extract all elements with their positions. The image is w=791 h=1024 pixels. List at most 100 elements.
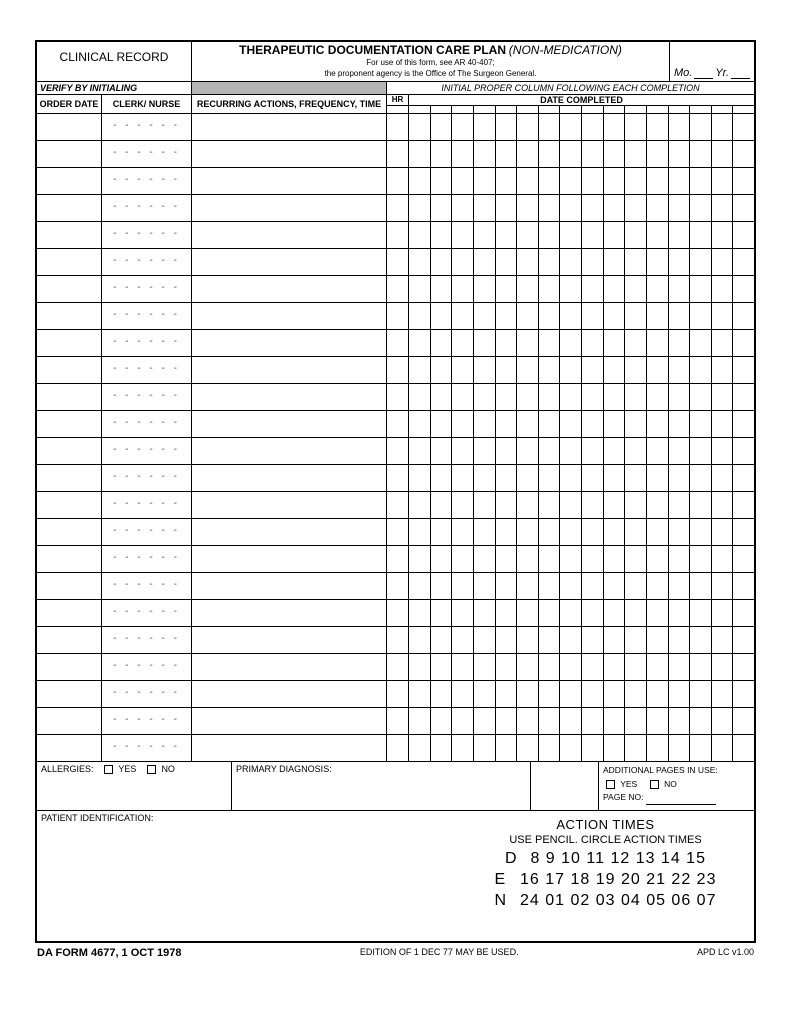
grid-cell[interactable] xyxy=(712,411,734,437)
cell-clerk-nurse[interactable]: - - - - - - xyxy=(102,330,192,356)
grid-cell[interactable] xyxy=(733,303,754,329)
cell-recurring[interactable] xyxy=(192,735,387,761)
grid-cell[interactable] xyxy=(452,357,474,383)
grid-cell[interactable] xyxy=(582,627,604,653)
cell-order-date[interactable] xyxy=(37,438,102,464)
grid-cell[interactable] xyxy=(409,276,431,302)
grid-cell[interactable] xyxy=(517,654,539,680)
grid-cell[interactable] xyxy=(647,465,669,491)
cell-order-date[interactable] xyxy=(37,573,102,599)
grid-cell[interactable] xyxy=(669,546,691,572)
cell-order-date[interactable] xyxy=(37,384,102,410)
grid-cell[interactable] xyxy=(539,249,561,275)
grid-cell[interactable] xyxy=(625,492,647,518)
grid-cell[interactable] xyxy=(690,438,712,464)
grid-cell[interactable] xyxy=(431,330,453,356)
cell-clerk-nurse[interactable]: - - - - - - xyxy=(102,141,192,167)
cell-recurring[interactable] xyxy=(192,465,387,491)
grid-cell[interactable] xyxy=(560,276,582,302)
grid-cell[interactable] xyxy=(560,546,582,572)
grid-cell[interactable] xyxy=(669,357,691,383)
grid-cell[interactable] xyxy=(560,141,582,167)
cell-recurring[interactable] xyxy=(192,330,387,356)
grid-cell[interactable] xyxy=(539,735,561,761)
cell-recurring[interactable] xyxy=(192,222,387,248)
grid-cell[interactable] xyxy=(647,438,669,464)
grid-cell[interactable] xyxy=(560,573,582,599)
grid-cell[interactable] xyxy=(496,168,518,194)
grid-cell[interactable] xyxy=(452,384,474,410)
grid-cell[interactable] xyxy=(387,627,409,653)
grid-cell[interactable] xyxy=(733,114,754,140)
grid-cell[interactable] xyxy=(733,519,754,545)
cell-clerk-nurse[interactable]: - - - - - - xyxy=(102,411,192,437)
grid-cell[interactable] xyxy=(387,708,409,734)
grid-cell[interactable] xyxy=(409,600,431,626)
grid-cell[interactable] xyxy=(582,465,604,491)
cell-clerk-nurse[interactable]: - - - - - - xyxy=(102,600,192,626)
grid-cell[interactable] xyxy=(409,114,431,140)
grid-cell[interactable] xyxy=(712,573,734,599)
grid-cell[interactable] xyxy=(625,708,647,734)
grid-cell[interactable] xyxy=(582,573,604,599)
grid-cell[interactable] xyxy=(712,681,734,707)
grid-cell[interactable] xyxy=(517,330,539,356)
grid-cell[interactable] xyxy=(452,492,474,518)
grid-cell[interactable] xyxy=(496,654,518,680)
cell-recurring[interactable] xyxy=(192,168,387,194)
grid-cell[interactable] xyxy=(625,546,647,572)
grid-cell[interactable] xyxy=(647,276,669,302)
grid-cell[interactable] xyxy=(669,708,691,734)
grid-cell[interactable] xyxy=(690,654,712,680)
grid-cell[interactable] xyxy=(625,735,647,761)
grid-cell[interactable] xyxy=(690,384,712,410)
grid-cell[interactable] xyxy=(539,411,561,437)
grid-cell[interactable] xyxy=(733,276,754,302)
grid-cell[interactable] xyxy=(496,573,518,599)
mo-line[interactable] xyxy=(694,69,713,79)
grid-cell[interactable] xyxy=(496,465,518,491)
grid-cell[interactable] xyxy=(690,735,712,761)
grid-cell[interactable] xyxy=(452,303,474,329)
grid-cell[interactable] xyxy=(625,276,647,302)
grid-cell[interactable] xyxy=(517,303,539,329)
grid-cell[interactable] xyxy=(539,708,561,734)
grid-cell[interactable] xyxy=(409,708,431,734)
grid-cell[interactable] xyxy=(690,600,712,626)
grid-cell[interactable] xyxy=(539,114,561,140)
grid-cell[interactable] xyxy=(690,681,712,707)
cell-recurring[interactable] xyxy=(192,384,387,410)
cell-order-date[interactable] xyxy=(37,735,102,761)
grid-cell[interactable] xyxy=(387,411,409,437)
grid-cell[interactable] xyxy=(452,168,474,194)
grid-cell[interactable] xyxy=(733,735,754,761)
grid-cell[interactable] xyxy=(669,168,691,194)
grid-cell[interactable] xyxy=(474,303,496,329)
grid-cell[interactable] xyxy=(517,357,539,383)
grid-cell[interactable] xyxy=(496,384,518,410)
grid-cell[interactable] xyxy=(431,492,453,518)
grid-cell[interactable] xyxy=(582,519,604,545)
grid-cell[interactable] xyxy=(625,411,647,437)
grid-cell[interactable] xyxy=(690,303,712,329)
cell-clerk-nurse[interactable]: - - - - - - xyxy=(102,654,192,680)
grid-cell[interactable] xyxy=(690,492,712,518)
grid-cell[interactable] xyxy=(712,600,734,626)
grid-cell[interactable] xyxy=(452,600,474,626)
grid-cell[interactable] xyxy=(517,573,539,599)
grid-cell[interactable] xyxy=(431,519,453,545)
grid-cell[interactable] xyxy=(560,681,582,707)
grid-cell[interactable] xyxy=(431,465,453,491)
grid-cell[interactable] xyxy=(496,141,518,167)
grid-cell[interactable] xyxy=(582,384,604,410)
grid-cell[interactable] xyxy=(560,465,582,491)
grid-cell[interactable] xyxy=(604,303,626,329)
cell-order-date[interactable] xyxy=(37,519,102,545)
cell-clerk-nurse[interactable]: - - - - - - xyxy=(102,492,192,518)
grid-cell[interactable] xyxy=(669,195,691,221)
cell-clerk-nurse[interactable]: - - - - - - xyxy=(102,735,192,761)
grid-cell[interactable] xyxy=(690,249,712,275)
grid-cell[interactable] xyxy=(647,600,669,626)
grid-cell[interactable] xyxy=(474,195,496,221)
grid-cell[interactable] xyxy=(452,438,474,464)
